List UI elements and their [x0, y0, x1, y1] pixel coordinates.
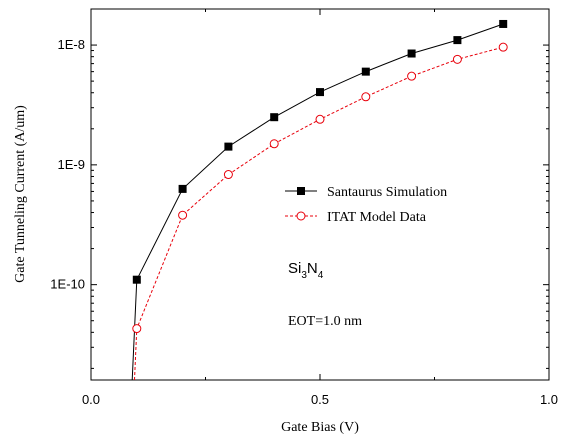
- legend: Santaurus Simulation ITAT Model Data: [285, 185, 447, 225]
- eot-annotation: EOT=1.0 nm: [288, 314, 362, 329]
- data-point-marker: [407, 49, 416, 58]
- axis-tick-labels: 0.0 0.5 1.0 1E-10 1E-9 1E-8: [50, 37, 558, 407]
- data-point-marker: [316, 88, 324, 97]
- data-point-marker: [361, 67, 370, 76]
- y-tick-label: 1E-8: [58, 37, 85, 52]
- data-point-marker: [178, 184, 187, 193]
- x-tick-label: 0.5: [311, 392, 329, 407]
- axis-ticks: [90, 8, 550, 380]
- data-point-marker: [224, 142, 233, 151]
- y-axis-title: Gate Tunneling Current (A/um): [13, 105, 28, 283]
- series-itat-model-data: [132, 42, 508, 381]
- data-point-marker: [499, 19, 508, 28]
- data-point-marker: [178, 210, 188, 220]
- x-axis-title: Gate Bias (V): [281, 420, 359, 435]
- legend-marker-santaurus: [297, 187, 305, 195]
- data-point-marker: [315, 114, 325, 124]
- series-line: [134, 46, 504, 381]
- data-point-marker: [132, 275, 141, 284]
- data-point-marker: [132, 324, 142, 334]
- legend-label-itat: ITAT Model Data: [327, 210, 427, 225]
- y-tick-label: 1E-9: [58, 157, 85, 172]
- x-tick-label: 1.0: [540, 392, 558, 407]
- x-tick-label: 0.0: [82, 392, 100, 407]
- material-annotation: Si3N4: [288, 260, 324, 281]
- data-point-marker: [453, 36, 462, 45]
- data-point-marker: [223, 170, 233, 180]
- data-point-marker: [407, 71, 417, 81]
- data-point-marker: [269, 139, 279, 149]
- series-layer: [131, 19, 508, 381]
- series-line: [131, 23, 504, 381]
- data-point-marker: [452, 54, 462, 64]
- data-point-marker: [361, 92, 371, 102]
- legend-label-santaurus: Santaurus Simulation: [327, 185, 447, 200]
- series-santaurus-simulation: [131, 19, 508, 381]
- y-tick-label: 1E-10: [50, 277, 85, 292]
- data-point-marker: [270, 113, 279, 122]
- data-point-marker: [498, 42, 508, 52]
- legend-marker-itat: [296, 211, 306, 221]
